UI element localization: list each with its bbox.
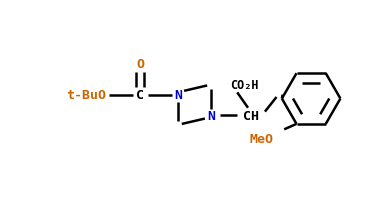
- Text: N: N: [174, 89, 182, 102]
- Text: C: C: [136, 89, 144, 102]
- Text: CH: CH: [243, 109, 259, 122]
- Text: MeO: MeO: [249, 132, 273, 145]
- Text: t-BuO: t-BuO: [66, 89, 106, 102]
- Text: CO₂H: CO₂H: [230, 79, 259, 92]
- Text: N: N: [207, 109, 215, 122]
- Text: O: O: [136, 58, 144, 71]
